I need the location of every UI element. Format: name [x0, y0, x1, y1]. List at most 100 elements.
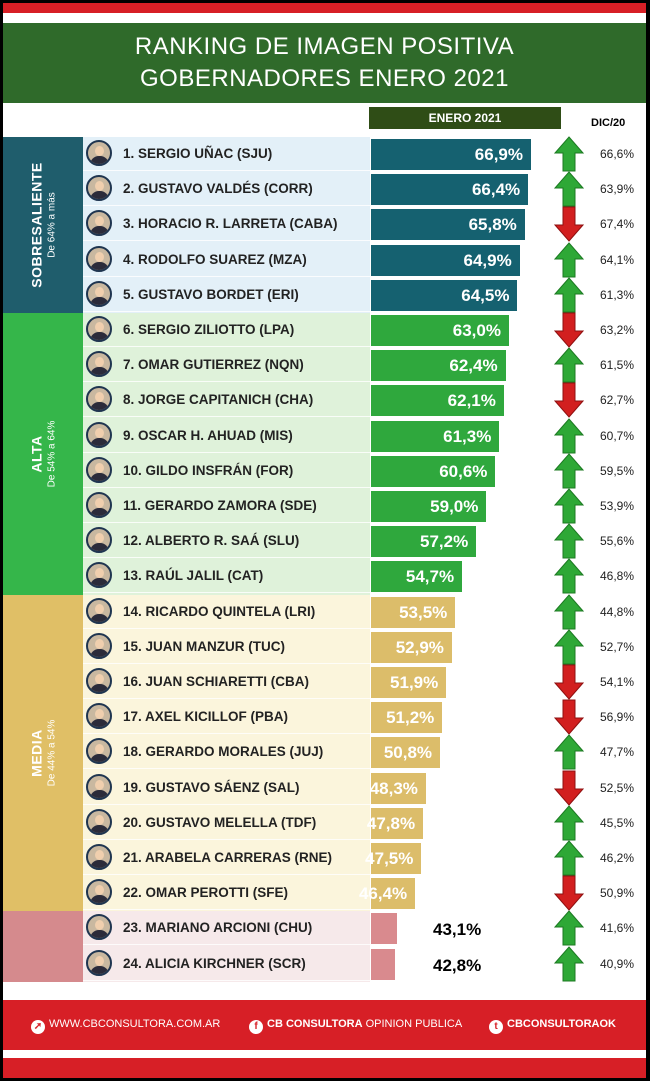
band-label: ALTA De 54% a 64% — [3, 313, 83, 595]
governor-name: 11. GERARDO ZAMORA (SDE) — [123, 498, 317, 513]
arrow-up-icon — [554, 136, 584, 172]
avatar — [86, 738, 112, 765]
previous-value: 46,8% — [600, 569, 635, 584]
governor-name: 10. GILDO INSFRÁN (FOR) — [123, 462, 294, 478]
column-header-current: ENERO 2021 — [369, 107, 561, 129]
bar-value-label: 62,4% — [449, 356, 498, 376]
governor-name: 9. OSCAR H. AHUAD (MIS) — [123, 427, 293, 443]
governor-name: 18. GERARDO MORALES (JUJ) — [123, 744, 324, 760]
footer-facebook-brand: CB CONSULTORA — [267, 1018, 363, 1030]
arrow-down-icon — [554, 312, 584, 348]
bar: 65,8% — [371, 209, 525, 241]
previous-value: 62,7% — [600, 393, 635, 408]
table-row: 15. JUAN MANZUR (TUC) — [83, 630, 370, 664]
previous-value: 56,9% — [600, 710, 635, 725]
band-label — [3, 911, 83, 982]
arrow-down-icon — [554, 664, 584, 700]
governor-name: 4. RODOLFO SUAREZ (MZA) — [123, 251, 307, 267]
table-row: 24. ALICIA KIRCHNER (SCR) — [83, 947, 370, 981]
band-3: MEDIA De 44% a 54% 14. RICARDO QUINTELA (L… — [3, 594, 370, 912]
top-stripe — [3, 3, 646, 13]
table-row: 22. OMAR PEROTTI (SFE) — [83, 876, 370, 911]
previous-value: 63,2% — [600, 323, 635, 337]
arrow-up-icon — [554, 945, 584, 982]
avatar — [86, 316, 112, 342]
governor-name: 6. SERGIO ZILIOTTO (LPA) — [123, 322, 295, 337]
infographic: RANKING DE IMAGEN POSITIVA GOBERNADORES … — [3, 3, 646, 1078]
footer-facebook[interactable]: f CB CONSULTORA OPINION PUBLICA — [249, 1018, 462, 1034]
footer-web[interactable]: ➚ WWW.CBCONSULTORA.COM.AR — [31, 1018, 220, 1034]
title-line-1: RANKING DE IMAGEN POSITIVA — [134, 33, 515, 60]
table-row: 21. ARABELA CARRERAS (RNE) — [83, 841, 370, 875]
band-name: ALTA — [28, 435, 45, 473]
table-row: 19. GUSTAVO SÁENZ (SAL) — [83, 771, 370, 805]
table-row: 20. GUSTAVO MELELLA (TDF) — [83, 806, 370, 840]
governor-name: 3. HORACIO R. LARRETA (CABA) — [123, 216, 338, 232]
avatar — [86, 949, 112, 976]
previous-value: 59,5% — [600, 463, 635, 478]
previous-value: 52,5% — [600, 780, 635, 795]
avatar — [86, 245, 112, 272]
arrow-up-icon — [554, 523, 584, 559]
bar-value-label: 63,0% — [452, 321, 501, 340]
bar-value-label: 46,4% — [358, 884, 408, 904]
arrow-down-icon — [554, 699, 584, 735]
governor-name: 1. SERGIO UÑAC (SJU) — [123, 146, 273, 161]
table-row: 23. MARIANO ARCIONI (CHU) — [83, 911, 370, 946]
governor-name: 15. JUAN MANZUR (TUC) — [123, 638, 285, 654]
avatar — [86, 492, 112, 518]
band-2: ALTA De 54% a 64% 6. SERGIO ZILIOTTO (LPA)… — [3, 313, 370, 595]
avatar — [86, 175, 112, 202]
governor-name: 17. AXEL KICILLOF (PBA) — [123, 709, 289, 725]
bar — [371, 948, 395, 980]
avatar — [86, 773, 112, 800]
arrow-up-icon — [554, 805, 584, 841]
table-row: 16. JUAN SCHIARETTI (CBA) — [83, 665, 370, 699]
bar-value-label: 48,3% — [369, 778, 418, 798]
bar-value-label: 64,9% — [463, 250, 512, 270]
bar-value-label: 64,5% — [461, 285, 510, 305]
avatar — [86, 632, 112, 659]
governor-name: 13. RAÚL JALIL (CAT) — [123, 568, 264, 584]
table-row: 2. GUSTAVO VALDÉS (CORR) — [83, 172, 370, 207]
previous-value: 40,9% — [600, 956, 635, 971]
governor-name: 7. OMAR GUTIERREZ (NQN) — [123, 357, 304, 373]
table-row: 6. SERGIO ZILIOTTO (LPA) — [83, 313, 370, 347]
footer-twitter[interactable]: t CBCONSULTORAOK — [489, 1018, 616, 1034]
avatar — [86, 808, 112, 835]
bar-value-label: 61,3% — [443, 426, 492, 446]
table-row: 14. RICARDO QUINTELA (LRI) — [83, 595, 370, 629]
bar: 53,5% — [371, 596, 456, 628]
avatar — [86, 527, 112, 554]
bar: 64,5% — [371, 279, 518, 311]
bar: 66,4% — [371, 174, 529, 206]
table-row: 10. GILDO INSFRÁN (FOR) — [83, 454, 370, 488]
bar: 63,0% — [371, 315, 509, 346]
bar: 61,3% — [371, 420, 500, 452]
previous-value: 55,6% — [600, 534, 635, 549]
avatar — [86, 667, 112, 694]
previous-value: 50,9% — [600, 886, 635, 901]
bar-value-label: 59,0% — [430, 497, 479, 516]
bar-value-label: 54,7% — [405, 567, 455, 587]
table-row: 9. OSCAR H. AHUAD (MIS) — [83, 419, 370, 453]
band-1: SOBRESALIENTE De 64% a más 1. SERGIO UÑAC … — [3, 137, 370, 313]
arrow-up-icon — [554, 417, 584, 454]
previous-value: 45,5% — [600, 815, 635, 830]
bottom-stripe — [3, 1058, 646, 1078]
previous-value: 66,6% — [600, 147, 635, 161]
avatar — [86, 843, 112, 870]
band-range: De 44% a 54% — [46, 719, 58, 787]
band-range: De 64% a más — [46, 192, 58, 258]
previous-value: 46,2% — [600, 851, 635, 865]
previous-value: 44,8% — [600, 604, 635, 619]
avatar — [86, 140, 112, 166]
previous-value: 41,6% — [600, 921, 635, 936]
bar-value-label: 47,8% — [366, 813, 416, 833]
bar: 47,5% — [365, 843, 422, 874]
bar-value-label: 60,6% — [439, 461, 488, 481]
bar-value-label: 62,1% — [447, 391, 496, 411]
title-line-2: GOBERNADORES ENERO 2021 — [140, 65, 509, 92]
previous-value: 64,1% — [600, 252, 635, 267]
avatar — [86, 562, 112, 589]
